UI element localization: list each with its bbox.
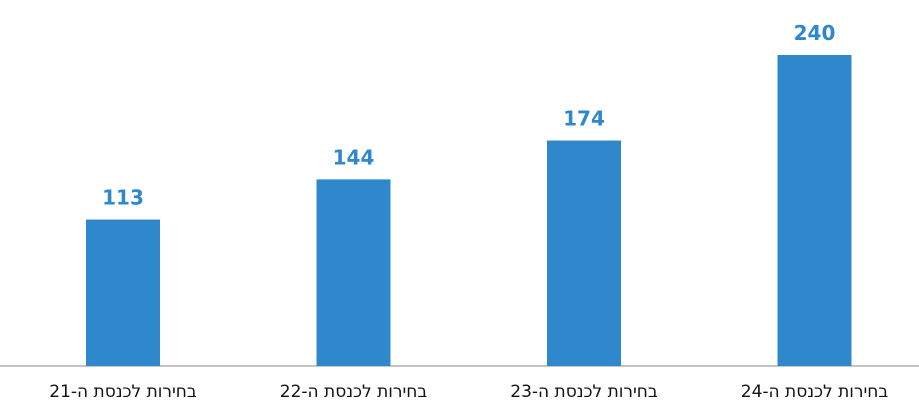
category-label-2: בחירות לכנסת ה-22 (280, 382, 428, 402)
bar-4 (777, 55, 852, 366)
category-label-1: בחירות לכנסת ה-21 (49, 382, 197, 402)
bar-1 (86, 219, 160, 366)
category-label-4: בחירות לכנסת ה-24 (741, 382, 889, 402)
value-label-4: 240 (794, 21, 836, 45)
category-label-3: בחירות לכנסת ה-23 (510, 382, 658, 402)
value-label-2: 144 (333, 145, 375, 169)
value-label-1: 113 (102, 186, 144, 210)
bar-2 (316, 179, 391, 366)
category-labels-group: בחירות לכנסת ה-21 בחירות לכנסת ה-22 בחירות… (49, 382, 888, 402)
value-labels-group: 113 144 174 240 (102, 21, 835, 210)
value-label-3: 174 (563, 107, 605, 131)
bars-group (86, 55, 852, 366)
bar-3 (547, 140, 621, 366)
